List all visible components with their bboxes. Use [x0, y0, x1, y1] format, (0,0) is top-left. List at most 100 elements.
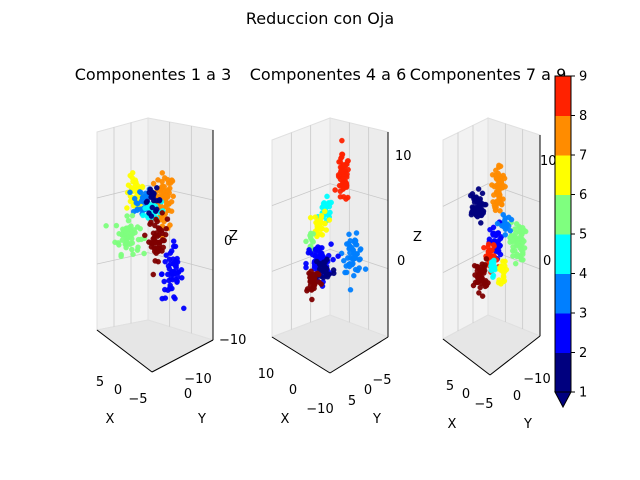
point-class-7	[164, 187, 171, 194]
point-class-2	[335, 253, 341, 259]
point-class-5	[123, 225, 129, 232]
point-class-9	[483, 256, 490, 262]
point-class-5	[127, 240, 134, 247]
point-class-6	[500, 258, 506, 265]
point-class-1	[479, 190, 486, 197]
point-class-2	[170, 238, 177, 244]
point-class-9	[159, 210, 165, 216]
point-class-9	[163, 225, 169, 232]
point-class-9	[150, 271, 157, 278]
point-class-4	[319, 204, 325, 211]
point-class-5	[134, 247, 141, 253]
point-class-3	[341, 257, 347, 264]
point-class-5	[118, 253, 124, 260]
point-class-4	[327, 209, 333, 216]
subplot-1: Componentes 1 a 3 Z 0 −10 5 0 −5 0 −10 X…	[75, 65, 247, 427]
colorbar-bin	[555, 76, 571, 116]
point-class-6	[314, 225, 321, 232]
point-class-7	[501, 175, 508, 182]
point-class-6	[326, 217, 333, 223]
point-class-9	[150, 230, 157, 236]
zlabel-1: Z	[229, 229, 238, 244]
point-class-6	[500, 273, 507, 279]
point-class-7	[496, 172, 502, 179]
colorbar-bin	[555, 352, 571, 393]
point-class-1	[476, 203, 483, 209]
x-axis-line	[271, 336, 331, 374]
point-class-3	[347, 287, 354, 293]
ytick-2-1: 0	[364, 383, 372, 398]
point-class-9	[311, 277, 318, 283]
point-class-3	[502, 215, 508, 221]
point-class-4	[490, 272, 497, 279]
point-class-9	[142, 232, 148, 239]
point-class-6	[124, 205, 130, 211]
point-class-8	[338, 155, 344, 162]
x-axis-line	[96, 329, 153, 373]
point-class-9	[164, 216, 171, 222]
point-class-9	[477, 268, 484, 275]
point-class-7	[489, 172, 496, 178]
point-class-2	[170, 243, 177, 250]
point-class-5	[130, 251, 136, 258]
gridline	[96, 252, 214, 271]
point-class-7	[497, 196, 504, 202]
point-class-7	[496, 189, 502, 196]
point-class-6	[133, 179, 139, 186]
zlabel-2: Z	[413, 230, 422, 245]
point-class-3	[140, 196, 146, 202]
point-class-2	[328, 241, 334, 247]
point-class-3	[355, 267, 361, 274]
point-class-7	[166, 201, 172, 207]
point-class-2	[330, 256, 336, 263]
point-class-9	[309, 296, 315, 303]
ztick-1-0: 0	[224, 234, 232, 249]
colorbar-tick-label: 2	[579, 346, 587, 361]
point-class-5	[308, 230, 314, 237]
xtick-3-2: −5	[474, 397, 493, 412]
point-class-5	[508, 232, 515, 239]
ytick-1-1: −10	[184, 372, 211, 387]
point-class-8	[343, 180, 349, 187]
point-class-4	[488, 267, 494, 274]
point-class-6	[307, 214, 314, 221]
point-class-6	[312, 214, 319, 220]
point-class-6	[323, 227, 330, 233]
point-class-7	[502, 183, 508, 190]
point-class-6	[500, 278, 507, 285]
point-class-2	[169, 285, 175, 292]
subplot-3-points	[467, 162, 529, 299]
point-class-2	[312, 253, 318, 259]
point-class-5	[517, 229, 524, 235]
point-class-3	[346, 263, 353, 270]
point-class-9	[475, 279, 481, 285]
colorbar-tick-label: 7	[579, 149, 587, 164]
subplot-2-points	[303, 137, 369, 303]
ytick-2-0: −5	[372, 373, 391, 388]
point-class-7	[498, 201, 505, 207]
point-class-5	[134, 224, 141, 230]
subplot-2-title: Componentes 4 a 6	[250, 65, 407, 84]
point-class-9	[479, 293, 486, 299]
point-class-6	[315, 220, 322, 227]
colorbar-extend-triangle	[554, 391, 572, 409]
point-class-1	[314, 258, 320, 265]
pane-left	[442, 117, 489, 340]
xtick-1-0: 5	[96, 375, 104, 390]
point-class-2	[162, 258, 168, 265]
subplot-3: Componentes 7 a 9 10 0 5 0 −5 0 −10 X Y	[410, 65, 567, 432]
point-class-2	[174, 279, 180, 285]
xtick-3-1: 0	[462, 387, 470, 402]
point-class-1	[480, 210, 486, 216]
point-class-1	[321, 264, 328, 270]
point-class-1	[147, 186, 154, 193]
point-class-7	[493, 198, 500, 205]
point-class-8	[335, 172, 342, 178]
point-class-8	[339, 137, 345, 144]
colorbar-tick-label: 5	[579, 228, 587, 243]
point-class-1	[150, 197, 157, 204]
point-class-4	[488, 259, 495, 265]
point-class-4	[491, 264, 498, 270]
point-class-9	[151, 239, 158, 246]
